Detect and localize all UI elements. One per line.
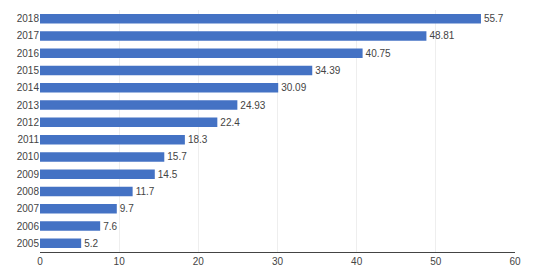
svg-text:2005: 2005 <box>17 238 40 249</box>
svg-text:22.4: 22.4 <box>220 117 240 128</box>
svg-text:2008: 2008 <box>17 186 40 197</box>
svg-text:50: 50 <box>430 256 442 267</box>
svg-text:2012: 2012 <box>17 117 40 128</box>
svg-text:2007: 2007 <box>17 203 40 214</box>
svg-text:18.3: 18.3 <box>188 134 208 145</box>
svg-text:24.93: 24.93 <box>240 100 265 111</box>
svg-text:0: 0 <box>37 256 43 267</box>
svg-text:30.09: 30.09 <box>281 82 306 93</box>
svg-text:14.5: 14.5 <box>158 169 178 180</box>
svg-text:34.39: 34.39 <box>315 65 340 76</box>
svg-text:9.7: 9.7 <box>120 203 134 214</box>
svg-text:2017: 2017 <box>17 30 40 41</box>
svg-text:55.7: 55.7 <box>484 13 504 24</box>
svg-text:2016: 2016 <box>17 48 40 59</box>
svg-text:2009: 2009 <box>17 169 40 180</box>
svg-text:2015: 2015 <box>17 65 40 76</box>
svg-text:2014: 2014 <box>17 82 40 93</box>
svg-text:7.6: 7.6 <box>103 221 117 232</box>
svg-text:15.7: 15.7 <box>167 151 187 162</box>
svg-text:40: 40 <box>351 256 363 267</box>
svg-text:48.81: 48.81 <box>429 30 454 41</box>
svg-text:11.7: 11.7 <box>136 186 155 197</box>
svg-text:2010: 2010 <box>17 151 40 162</box>
svg-text:60: 60 <box>509 256 521 267</box>
svg-text:2011: 2011 <box>17 134 39 145</box>
svg-text:10: 10 <box>114 256 126 267</box>
svg-text:2006: 2006 <box>17 221 40 232</box>
svg-text:5.2: 5.2 <box>84 238 98 249</box>
svg-text:2018: 2018 <box>17 13 40 24</box>
svg-text:40.75: 40.75 <box>366 48 391 59</box>
svg-text:2013: 2013 <box>17 100 40 111</box>
svg-text:30: 30 <box>272 256 284 267</box>
svg-text:20: 20 <box>193 256 205 267</box>
